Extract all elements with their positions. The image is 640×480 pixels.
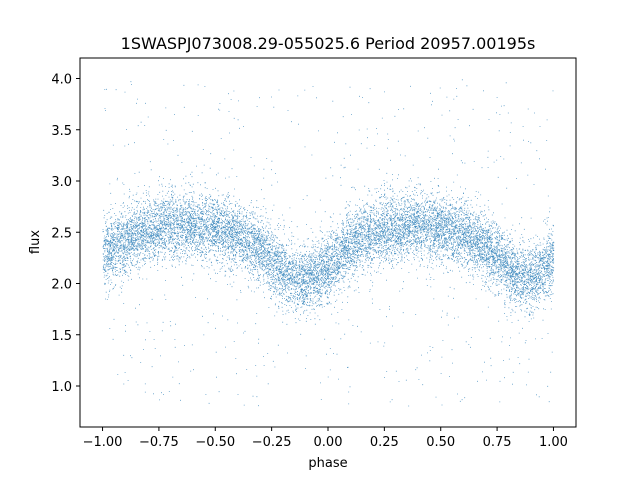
x-axis-label: phase: [308, 456, 347, 471]
y-axis-ticks: 1.0 1.5 2.0 2.5 3.0 3.5 4.0: [51, 73, 80, 395]
y-tick-label: 2.5: [51, 226, 72, 241]
y-axis-label: flux: [28, 230, 43, 254]
y-tick-label: 2.0: [51, 278, 72, 293]
y-tick-label: 1.5: [51, 329, 72, 344]
x-tick-label: 0.75: [483, 435, 512, 450]
x-tick-label: −0.25: [252, 435, 292, 450]
x-tick-label: −0.75: [139, 435, 179, 450]
y-tick-label: 4.0: [51, 73, 72, 88]
x-tick-label: 0.50: [426, 435, 455, 450]
x-tick-label: −1.00: [83, 435, 123, 450]
x-tick-label: 0.00: [314, 435, 343, 450]
scatter-point-cloud: [102, 79, 555, 407]
x-axis-ticks: −1.00 −0.75 −0.50 −0.25 0.00 0.25 0.50 0.75 1.00: [83, 427, 568, 450]
y-tick-label: 1.0: [51, 380, 72, 395]
chart-title: 1SWASPJ073008.29-055025.6 Period 20957.0…: [121, 34, 536, 53]
data-points: [102, 79, 555, 407]
x-tick-label: 0.25: [370, 435, 399, 450]
x-tick-label: −0.50: [195, 435, 235, 450]
y-tick-label: 3.5: [51, 124, 72, 139]
y-tick-label: 3.0: [51, 175, 72, 190]
x-tick-label: 1.00: [539, 435, 568, 450]
